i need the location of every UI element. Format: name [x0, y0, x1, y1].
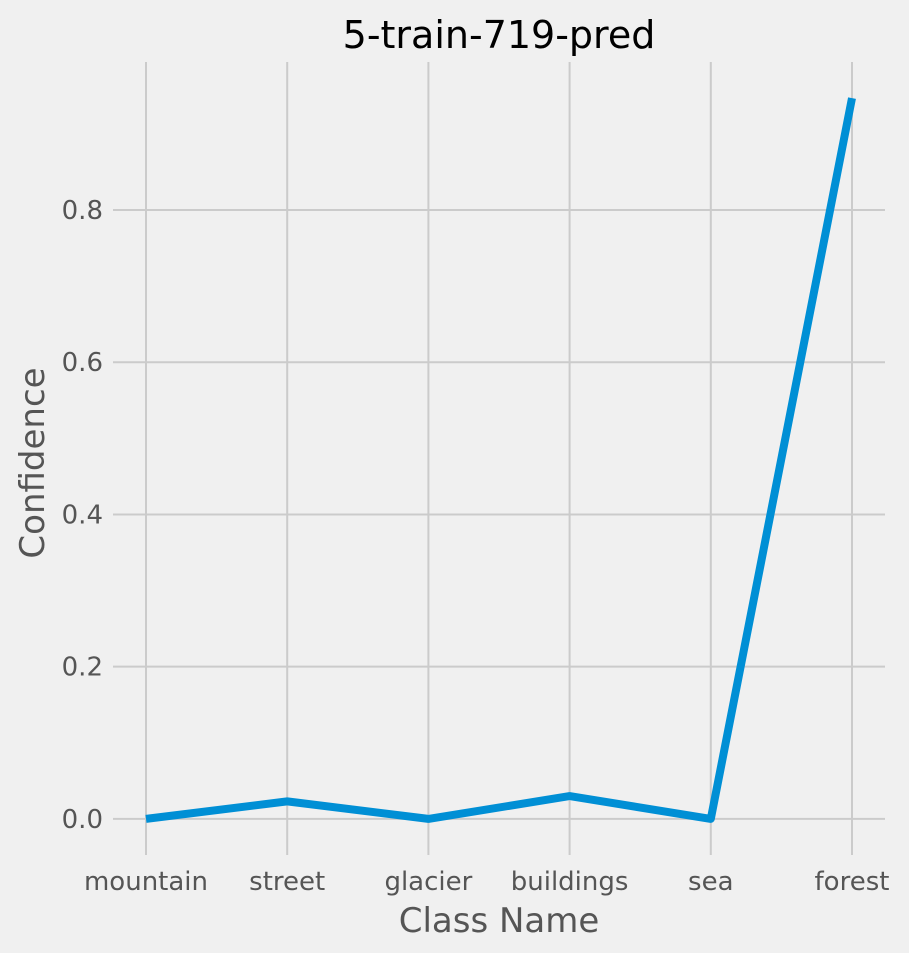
- x-tick-label-glacier: glacier: [384, 867, 472, 897]
- y-tick-labels: 0.0 0.2 0.4 0.6 0.8: [62, 196, 103, 835]
- x-tick-label-buildings: buildings: [511, 867, 629, 897]
- x-tick-label-sea: sea: [688, 867, 733, 897]
- series-layer: [145, 97, 856, 823]
- x-tick-label-mountain: mountain: [84, 867, 208, 897]
- x-grid: [145, 62, 853, 855]
- x-tick-label-forest: forest: [815, 867, 890, 897]
- y-tick-label-0.8: 0.8: [62, 196, 103, 226]
- y-tick-label-0.6: 0.6: [62, 348, 103, 378]
- x-tick-label-street: street: [249, 867, 325, 897]
- series-line-0: [145, 97, 856, 823]
- y-axis-label: Confidence: [13, 367, 53, 558]
- x-axis-label: Class Name: [399, 901, 600, 941]
- y-grid: [113, 208, 885, 820]
- chart-title: 5-train-719-pred: [343, 13, 656, 57]
- y-tick-label-0.0: 0.0: [62, 805, 103, 835]
- x-tick-labels: mountain street glacier buildings sea forest: [84, 867, 889, 897]
- y-tick-label-0.2: 0.2: [62, 653, 103, 683]
- y-tick-label-0.4: 0.4: [62, 500, 103, 530]
